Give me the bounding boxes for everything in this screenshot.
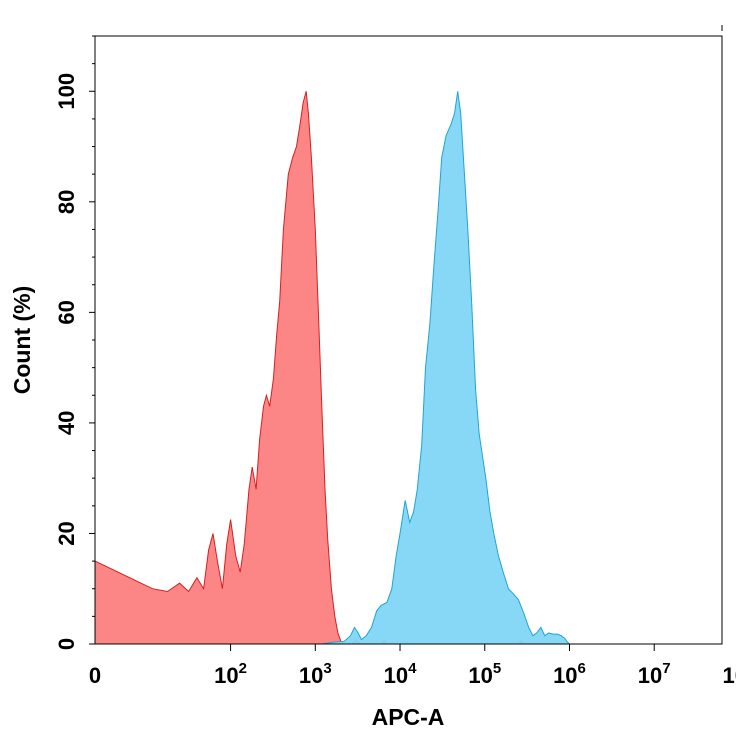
y-tick-label: 20 xyxy=(54,521,79,545)
x-tick-label: 104 xyxy=(384,660,417,688)
y-tick-label: 40 xyxy=(54,411,79,435)
x-tick-label: 106 xyxy=(553,660,586,688)
x-tick-label: 102 xyxy=(214,660,247,688)
x-tick-label: 103 xyxy=(299,660,332,688)
series-layer xyxy=(94,91,571,645)
y-axis-title: Count (%) xyxy=(9,286,35,395)
y-tick-label: 100 xyxy=(54,73,79,110)
y-tick-label: 80 xyxy=(54,190,79,214)
y-tick-label: 0 xyxy=(54,638,79,650)
x-axis: 0 102 103 104 105 106 107 108 xyxy=(89,644,736,688)
y-tick-label: 60 xyxy=(54,300,79,324)
x-axis-title: APC-A xyxy=(372,704,445,730)
x-tick-label: 108 xyxy=(723,660,736,688)
x-tick-label: 105 xyxy=(468,660,501,688)
series-1-area xyxy=(321,91,571,645)
x-tick-label: 107 xyxy=(638,660,671,688)
y-axis: 0 20 40 60 80 100 xyxy=(54,35,95,650)
x-tick-label: 0 xyxy=(89,663,101,688)
